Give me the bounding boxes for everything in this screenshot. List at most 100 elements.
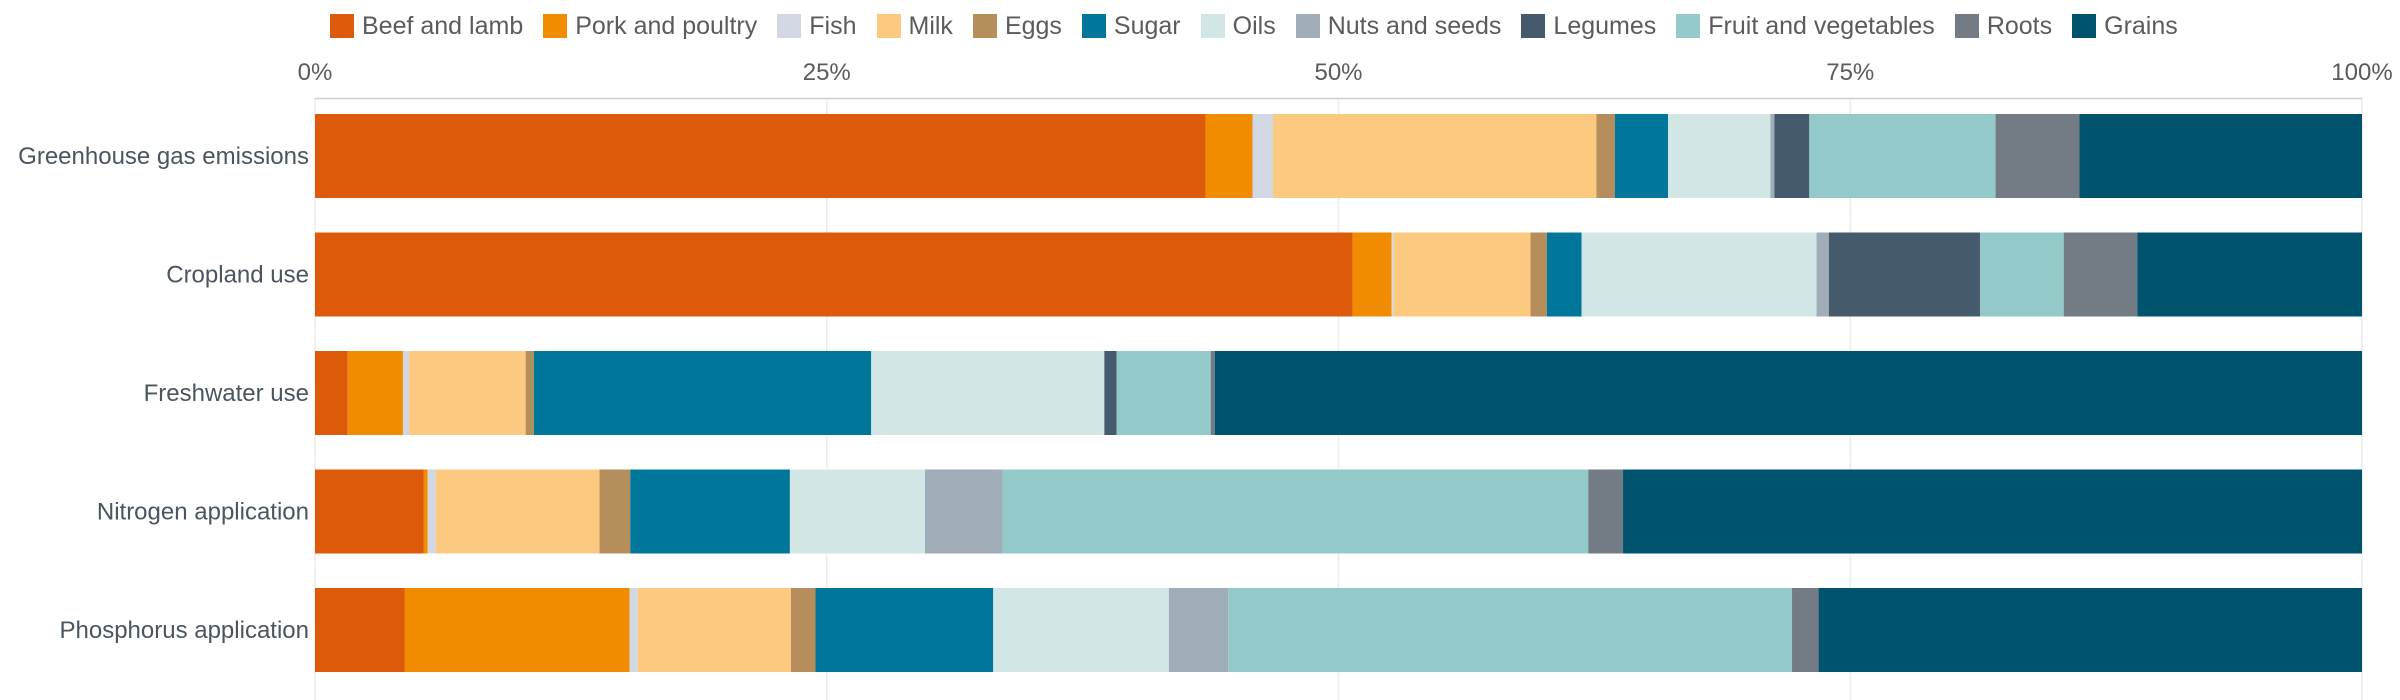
bar-segment-nitrogen-application-roots[interactable]: Nitrogen application — Roots: 1.7 (1588, 469, 1624, 554)
row-label: Freshwater use (144, 380, 309, 407)
legend-label: Grains (2104, 11, 2178, 40)
bar-row-cropland-use: Cropland useCropland use — Beef and lamb… (166, 232, 2362, 317)
legend-item-sugar[interactable]: Sugar (1081, 12, 1181, 41)
bar-segment-freshwater-use-fish[interactable]: Freshwater use — Fish: 0.3 (402, 351, 410, 435)
legend-item-eggs[interactable]: Eggs (972, 11, 1062, 41)
legend-label: Nuts and seeds (1327, 11, 1502, 40)
bar-segment-greenhouse-gas-emissions-milk[interactable]: Greenhouse gas emissions — Milk: 15.8 (1272, 114, 1597, 198)
bar-segment-greenhouse-gas-emissions-fish[interactable]: Greenhouse gas emissions — Fish: 1 (1252, 114, 1273, 198)
legend-label: Eggs (1004, 11, 1062, 40)
legend: Beef and lamb Pork and poultry Fish Milk Egg… (330, 6, 2370, 46)
bar-segment-cropland-use-roots[interactable]: Cropland use — Roots: 3.6 (2063, 232, 2138, 317)
bar-segment-greenhouse-gas-emissions-beef-and-lamb[interactable]: Greenhouse gas emissions — Beef and lamb… (315, 114, 1206, 198)
bar-segment-freshwater-use-fruit-and-vegetables[interactable]: Freshwater use — Fruit and vegetables: 4… (1116, 351, 1211, 435)
bar-segment-cropland-use-oils[interactable]: Cropland use — Oils: 11.5 (1581, 232, 1817, 317)
bar-segment-phosphorus-application-milk[interactable]: Phosphorus application — Milk: 7.5 (637, 588, 791, 672)
legend-item-roots[interactable]: Roots (1954, 11, 2053, 41)
bar-segment-nitrogen-application-sugar[interactable]: Nitrogen application — Sugar: 7.8 (630, 469, 790, 554)
bar-row-nitrogen-application: Nitrogen applicationNitrogen application… (97, 469, 2362, 554)
legend-swatch (1081, 14, 1106, 38)
legend-label: Fruit and vegetables (1708, 11, 1935, 40)
bar-segment-cropland-use-eggs[interactable]: Cropland use — Eggs: 0.8 (1530, 232, 1547, 317)
legend-item-nuts-and-seeds[interactable]: Nuts and seeds (1295, 11, 1502, 41)
bar-segment-greenhouse-gas-emissions-grains[interactable]: Greenhouse gas emissions — Grains: 13.8 (2079, 114, 2362, 198)
bar-segment-freshwater-use-oils[interactable]: Freshwater use — Oils: 11.4 (871, 351, 1105, 435)
bar-segment-nitrogen-application-fish[interactable]: Nitrogen application — Fish: 0.4 (427, 469, 436, 554)
bar-segment-phosphorus-application-fish[interactable]: Phosphorus application — Fish: 0.4 (629, 588, 638, 672)
legend-label: Pork and poultry (575, 11, 758, 40)
bar-segment-greenhouse-gas-emissions-nuts-and-seeds[interactable]: Greenhouse gas emissions — Nuts and seed… (1770, 114, 1775, 198)
bar-segment-cropland-use-fruit-and-vegetables[interactable]: Cropland use — Fruit and vegetables: 4.1 (1979, 232, 2064, 317)
bar-segment-greenhouse-gas-emissions-oils[interactable]: Greenhouse gas emissions — Oils: 5 (1668, 114, 1771, 198)
x-tick-label: 25% (803, 59, 851, 86)
bar-segment-greenhouse-gas-emissions-pork-and-poultry[interactable]: Greenhouse gas emissions — Pork and poul… (1205, 114, 1253, 198)
bar-segment-freshwater-use-roots[interactable]: Freshwater use — Roots: 0.2 (1210, 351, 1215, 435)
legend-item-beef-and-lamb[interactable]: Beef and lamb (330, 12, 523, 41)
bar-row-greenhouse-gas-emissions: Greenhouse gas emissionsGreenhouse gas e… (18, 114, 2362, 198)
legend-label: Milk (908, 11, 953, 40)
legend-swatch (1521, 14, 1546, 38)
legend-item-grains[interactable]: Grains (2072, 12, 2178, 41)
bar-segment-freshwater-use-pork-and-poultry[interactable]: Freshwater use — Pork and poultry: 2.7 (347, 351, 403, 435)
legend-item-fish[interactable]: Fish (777, 11, 857, 41)
x-tick-label: 75% (1826, 59, 1874, 86)
bar-segment-cropland-use-milk[interactable]: Cropland use — Milk: 6.7 (1393, 232, 1531, 317)
bar-segment-greenhouse-gas-emissions-legumes[interactable]: Greenhouse gas emissions — Legumes: 1.7 (1774, 114, 1810, 198)
bar-segment-freshwater-use-milk[interactable]: Freshwater use — Milk: 5.7 (409, 351, 526, 435)
bar-segment-freshwater-use-beef-and-lamb[interactable]: Freshwater use — Beef and lamb: 1.6 (315, 351, 348, 435)
bar-segment-freshwater-use-eggs[interactable]: Freshwater use — Eggs: 0.4 (525, 351, 534, 435)
bar-segment-cropland-use-nuts-and-seeds[interactable]: Cropland use — Nuts and seeds: 0.6 (1816, 232, 1829, 317)
bar-segment-greenhouse-gas-emissions-sugar[interactable]: Greenhouse gas emissions — Sugar: 2.6 (1614, 114, 1669, 198)
legend-label: Fish (809, 11, 857, 40)
bar-segment-nitrogen-application-fruit-and-vegetables[interactable]: Nitrogen application — Fruit and vegetab… (1002, 469, 1589, 554)
legend-swatch (1954, 14, 1979, 38)
legend-item-fruit-and-vegetables[interactable]: Fruit and vegetables (1676, 12, 1935, 41)
bar-segment-phosphorus-application-beef-and-lamb[interactable]: Phosphorus application — Beef and lamb: … (315, 588, 405, 672)
bar-segment-phosphorus-application-pork-and-poultry[interactable]: Phosphorus application — Pork and poultr… (404, 588, 630, 672)
legend-item-legumes[interactable]: Legumes (1521, 12, 1656, 41)
bar-segment-nitrogen-application-eggs[interactable]: Nitrogen application — Eggs: 1.5 (599, 469, 631, 554)
bar-segment-cropland-use-sugar[interactable]: Cropland use — Sugar: 1.7 (1546, 232, 1582, 317)
bar-segment-cropland-use-fish[interactable]: Cropland use — Fish: 0.1 (1391, 232, 1394, 317)
bar-segment-phosphorus-application-eggs[interactable]: Phosphorus application — Eggs: 1.2 (790, 588, 816, 672)
row-label: Nitrogen application (97, 499, 309, 526)
legend-swatch (777, 14, 802, 38)
bar-segment-phosphorus-application-grains[interactable]: Phosphorus application — Grains: 26.6 (1818, 588, 2362, 672)
bar-segment-phosphorus-application-oils[interactable]: Phosphorus application — Oils: 8.6 (993, 588, 1169, 672)
x-tick-label: 0% (298, 59, 333, 86)
legend-item-pork-and-poultry[interactable]: Pork and poultry (543, 12, 757, 41)
legend-swatch (543, 14, 568, 38)
bar-segment-nitrogen-application-nuts-and-seeds[interactable]: Nitrogen application — Nuts and seeds: 3… (925, 469, 1003, 554)
bar-segment-freshwater-use-legumes[interactable]: Freshwater use — Legumes: 0.6 (1104, 351, 1117, 435)
row-label: Greenhouse gas emissions (18, 143, 309, 170)
legend-item-oils[interactable]: Oils (1200, 11, 1276, 41)
bar-segment-phosphorus-application-roots[interactable]: Phosphorus application — Roots: 1.3 (1792, 588, 1819, 672)
row-label: Cropland use (166, 262, 309, 289)
x-tick-label: 100% (2331, 59, 2392, 86)
legend-label: Oils (1232, 11, 1276, 40)
legend-swatch (330, 14, 354, 38)
bar-segment-phosphorus-application-sugar[interactable]: Phosphorus application — Sugar: 8.7 (815, 588, 994, 672)
bar-segment-phosphorus-application-nuts-and-seeds[interactable]: Phosphorus application — Nuts and seeds:… (1168, 588, 1229, 672)
legend-item-milk[interactable]: Milk (876, 11, 953, 41)
bar-segment-freshwater-use-grains[interactable]: Freshwater use — Grains: 56.1 (1214, 351, 2362, 435)
bar-segment-freshwater-use-sugar[interactable]: Freshwater use — Sugar: 16.5 (533, 351, 872, 435)
bar-segment-nitrogen-application-grains[interactable]: Nitrogen application — Grains: 36.1 (1623, 469, 2362, 554)
bar-segment-nitrogen-application-beef-and-lamb[interactable]: Nitrogen application — Beef and lamb: 5.… (315, 469, 424, 554)
bar-segment-nitrogen-application-milk[interactable]: Nitrogen application — Milk: 8 (435, 469, 600, 554)
bar-segment-nitrogen-application-pork-and-poultry[interactable]: Nitrogen application — Pork and poultry:… (423, 469, 428, 554)
bar-segment-phosphorus-application-fruit-and-vegetables[interactable]: Phosphorus application — Fruit and veget… (1228, 588, 1793, 672)
bar-segment-cropland-use-beef-and-lamb[interactable]: Cropland use — Beef and lamb: 50.8 (315, 232, 1353, 317)
bar-segment-greenhouse-gas-emissions-fruit-and-vegetables[interactable]: Greenhouse gas emissions — Fruit and veg… (1809, 114, 1996, 198)
bar-segment-greenhouse-gas-emissions-eggs[interactable]: Greenhouse gas emissions — Eggs: 0.9 (1596, 114, 1615, 198)
legend-label: Roots (1986, 11, 2053, 40)
bar-segment-nitrogen-application-oils[interactable]: Nitrogen application — Oils: 6.6 (789, 469, 926, 554)
bar-segment-cropland-use-legumes[interactable]: Cropland use — Legumes: 7.4 (1828, 232, 1980, 317)
bar-segment-greenhouse-gas-emissions-roots[interactable]: Greenhouse gas emissions — Roots: 4.1 (1995, 114, 2080, 198)
bar-segment-cropland-use-pork-and-poultry[interactable]: Cropland use — Pork and poultry: 1.9 (1352, 232, 1392, 317)
bar-segment-cropland-use-grains[interactable]: Cropland use — Grains: 11 (2137, 232, 2362, 317)
legend-swatch (1200, 14, 1225, 38)
